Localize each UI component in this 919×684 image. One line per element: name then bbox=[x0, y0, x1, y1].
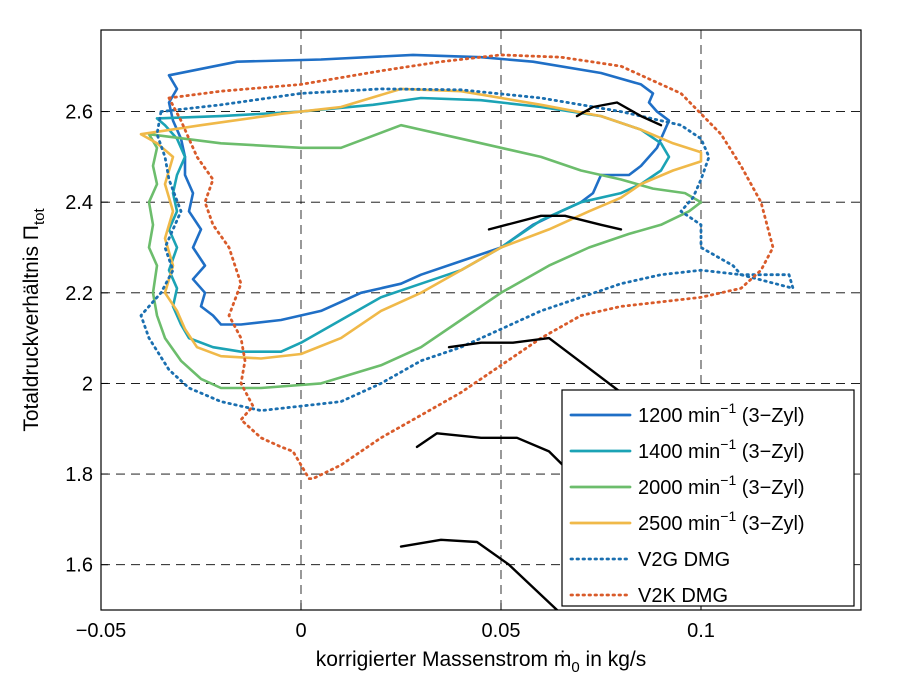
x-axis: −0.05 0 0.05 0.1 bbox=[76, 603, 715, 642]
black-line-9 bbox=[415, 432, 583, 485]
legend-label: V2G DMG bbox=[638, 549, 730, 571]
y-tick-label: 2 bbox=[82, 373, 93, 395]
x-tick-label: 0.05 bbox=[482, 620, 521, 642]
legend-label: 1200 min−1 (3−Zyl) bbox=[638, 400, 805, 427]
series-line-2000 bbox=[147, 123, 703, 390]
black-line-7 bbox=[487, 214, 623, 231]
legend-label: 2500 min−1 (3−Zyl) bbox=[638, 508, 805, 535]
x-axis-label: korrigierter Massenstrom ṁ0 in kg/s bbox=[316, 648, 646, 676]
x-tick-label: 0 bbox=[295, 620, 306, 642]
series-line-v2k bbox=[167, 53, 775, 480]
y-tick-label: 2.6 bbox=[65, 102, 93, 124]
x-tick-label: −0.05 bbox=[76, 620, 127, 642]
x-tick-label: 0.1 bbox=[687, 620, 715, 642]
y-axis: 1.6 1.8 2 2.2 2.4 2.6 bbox=[65, 102, 108, 577]
legend-label: 2000 min−1 (3−Zyl) bbox=[638, 472, 805, 499]
black-line-10 bbox=[399, 538, 559, 610]
black-line-6 bbox=[575, 101, 663, 127]
legend-label: 1400 min−1 (3−Zyl) bbox=[638, 436, 805, 463]
y-tick-label: 2.2 bbox=[65, 283, 93, 305]
plot-frame bbox=[100, 29, 862, 611]
y-tick-label: 2.4 bbox=[65, 192, 93, 214]
grid bbox=[101, 30, 861, 610]
series-line-1400 bbox=[155, 96, 671, 353]
series-line-1200 bbox=[167, 53, 671, 326]
y-tick-label: 1.6 bbox=[65, 555, 93, 577]
y-tick-label: 1.8 bbox=[65, 464, 93, 486]
black-line-8 bbox=[447, 336, 623, 394]
series-layer bbox=[139, 53, 795, 610]
legend-label: V2K DMG bbox=[638, 585, 728, 607]
y-axis-label: Totaldruckverhältnis Πtot bbox=[20, 208, 48, 432]
legend: 1200 min−1 (3−Zyl) 1400 min−1 (3−Zyl) 2000… bbox=[561, 389, 855, 607]
series-line-2500 bbox=[139, 87, 703, 360]
legend-box bbox=[561, 389, 855, 607]
